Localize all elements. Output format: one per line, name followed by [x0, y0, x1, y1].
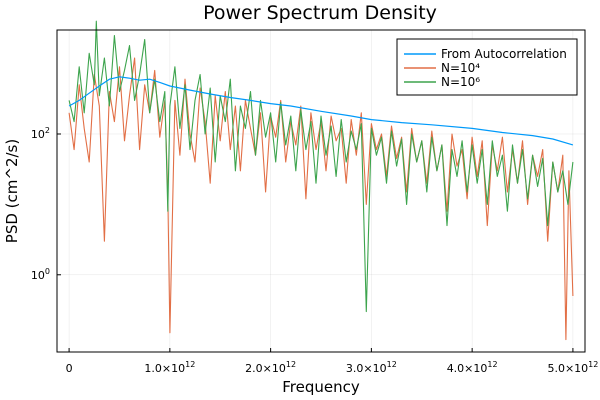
- legend: From Autocorrelation N=10⁴ N=10⁶: [396, 38, 578, 96]
- x-tick-label: 4.0×1012: [447, 360, 498, 375]
- legend-label-n1e6: N=10⁶: [441, 75, 480, 89]
- chart-title: Power Spectrum Density: [203, 2, 437, 24]
- legend-label-autocorrelation: From Autocorrelation: [441, 47, 567, 61]
- x-tick-label: 0: [66, 362, 73, 375]
- x-tick-label: 5.0×1012: [547, 360, 598, 375]
- plot-frame: [56, 29, 586, 353]
- x-tick-label: 3.0×1012: [346, 360, 397, 375]
- x-axis-title: Frequency: [282, 378, 360, 396]
- x-tick-label: 2.0×1012: [245, 360, 296, 375]
- x-tick-label: 1.0×1012: [144, 360, 195, 375]
- grid: [57, 30, 585, 352]
- series-line-from-autocorrelation: [68, 76, 574, 146]
- series-line-n-10: [68, 20, 574, 313]
- legend-box: [396, 38, 578, 96]
- legend-label-n1e4: N=10⁴: [441, 61, 480, 75]
- plot-series: [68, 20, 574, 341]
- y-axis-title: PSD (cm^2/s): [3, 139, 21, 243]
- x-axis-ticks: 0 1.0×1012 2.0×1012 3.0×1012 4.0×1012 5.0×101…: [66, 348, 598, 375]
